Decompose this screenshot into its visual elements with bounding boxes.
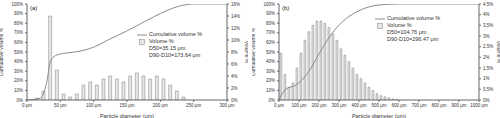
svg-text:0 μm: 0 μm <box>274 103 284 108</box>
svg-text:3%: 3% <box>483 34 490 39</box>
svg-text:2.5%: 2.5% <box>483 44 492 49</box>
svg-text:50%: 50% <box>266 50 275 55</box>
svg-text:4.5%: 4.5% <box>483 2 492 7</box>
html-text:D90-D10=173.64 μm: D90-D10=173.64 μm <box>149 52 201 58</box>
svg-text:100 μm: 100 μm <box>291 103 306 108</box>
svg-text:20%: 20% <box>14 78 23 83</box>
svg-text:100%: 100% <box>11 2 23 7</box>
svg-text:50%: 50% <box>14 50 23 55</box>
html-text:D50=104.76 μm: D50=104.76 μm <box>387 29 427 35</box>
html-text:Cumulative volume %: Cumulative volume % <box>387 15 441 21</box>
svg-text:0.5%: 0.5% <box>483 87 492 92</box>
svg-text:2%: 2% <box>231 86 238 91</box>
svg-text:70%: 70% <box>266 30 275 35</box>
svg-text:200 μm: 200 μm <box>153 103 168 108</box>
svg-text:Particle diameter (μm): Particle diameter (μm) <box>352 113 406 118</box>
svg-text:Cumulative volume %: Cumulative volume % <box>252 27 256 76</box>
svg-text:400 μm: 400 μm <box>351 103 366 108</box>
svg-text:10%: 10% <box>266 88 275 93</box>
svg-text:50 μm: 50 μm <box>54 103 67 108</box>
svg-text:10%: 10% <box>14 88 23 93</box>
svg-text:40%: 40% <box>14 59 23 64</box>
svg-text:100 μm: 100 μm <box>86 103 101 108</box>
svg-text:0%: 0% <box>268 98 275 103</box>
svg-text:1.5%: 1.5% <box>483 66 492 71</box>
svg-text:2%: 2% <box>483 55 490 60</box>
svg-text:800 μm: 800 μm <box>431 103 446 108</box>
svg-text:200 μm: 200 μm <box>311 103 326 108</box>
html-text:Volume %: Volume % <box>387 22 412 28</box>
svg-text:600 μm: 600 μm <box>391 103 406 108</box>
svg-text:8%: 8% <box>231 50 238 55</box>
svg-text:150 μm: 150 μm <box>119 103 134 108</box>
svg-text:3.5%: 3.5% <box>483 23 492 28</box>
svg-text:80%: 80% <box>14 21 23 26</box>
svg-text:4%: 4% <box>483 12 490 17</box>
svg-text:0%: 0% <box>483 98 490 103</box>
html-text:D50=35.15 μm: D50=35.15 μm <box>149 45 186 51</box>
html-text:(a): (a) <box>30 5 38 11</box>
svg-text:90%: 90% <box>14 11 23 16</box>
svg-text:60%: 60% <box>14 40 23 45</box>
svg-text:80%: 80% <box>266 21 275 26</box>
svg-text:12%: 12% <box>231 26 240 31</box>
svg-text:250 μm: 250 μm <box>186 103 201 108</box>
svg-text:Volume %: Volume % <box>244 41 248 64</box>
svg-text:90%: 90% <box>266 11 275 16</box>
svg-text:1%: 1% <box>483 76 490 81</box>
svg-text:70%: 70% <box>14 30 23 35</box>
svg-text:0%: 0% <box>231 98 238 103</box>
html-text:(b): (b) <box>282 5 290 11</box>
html-text:Cumulative volume %: Cumulative volume % <box>149 31 203 37</box>
svg-text:1000 μm: 1000 μm <box>470 103 488 108</box>
svg-text:700 μm: 700 μm <box>411 103 426 108</box>
svg-text:6%: 6% <box>231 62 238 67</box>
svg-text:40%: 40% <box>266 59 275 64</box>
svg-text:30%: 30% <box>266 69 275 74</box>
svg-text:10%: 10% <box>231 38 240 43</box>
svg-text:Particle diameter (μm): Particle diameter (μm) <box>100 113 154 118</box>
svg-text:900 μm: 900 μm <box>451 103 466 108</box>
svg-text:4%: 4% <box>231 74 238 79</box>
svg-text:0 μm: 0 μm <box>22 103 32 108</box>
svg-text:16%: 16% <box>231 2 240 7</box>
svg-text:20%: 20% <box>266 78 275 83</box>
svg-text:30%: 30% <box>14 69 23 74</box>
svg-text:14%: 14% <box>231 14 240 19</box>
svg-text:300 μm: 300 μm <box>331 103 346 108</box>
svg-text:100%: 100% <box>263 2 275 7</box>
html-text:Volume %: Volume % <box>149 38 174 44</box>
svg-text:300 μm: 300 μm <box>219 103 234 108</box>
svg-text:500 μm: 500 μm <box>371 103 386 108</box>
html-text:D90-D10=296.47 μm: D90-D10=296.47 μm <box>387 36 439 42</box>
svg-text:0%: 0% <box>16 98 23 103</box>
svg-text:60%: 60% <box>266 40 275 45</box>
